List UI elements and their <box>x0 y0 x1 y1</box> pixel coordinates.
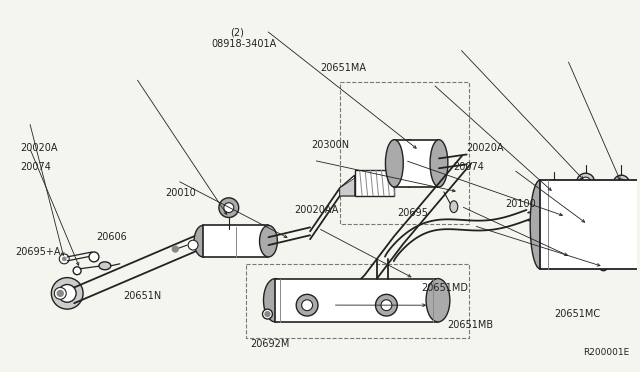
Ellipse shape <box>541 180 567 206</box>
Ellipse shape <box>600 263 607 271</box>
Ellipse shape <box>561 212 571 221</box>
Ellipse shape <box>450 201 458 212</box>
Ellipse shape <box>554 215 558 218</box>
Ellipse shape <box>430 140 448 187</box>
Bar <box>355 170 394 196</box>
Text: 20692M: 20692M <box>250 339 289 349</box>
Text: 08918-3401A: 08918-3401A <box>211 39 276 49</box>
Ellipse shape <box>385 140 403 187</box>
Text: 20020A: 20020A <box>466 142 504 153</box>
Ellipse shape <box>577 173 595 191</box>
Ellipse shape <box>530 180 550 269</box>
Bar <box>275 279 438 322</box>
Text: (2): (2) <box>230 28 244 38</box>
Text: 20651MD: 20651MD <box>422 283 468 293</box>
Ellipse shape <box>99 262 111 270</box>
Text: 20020A: 20020A <box>20 142 58 153</box>
Ellipse shape <box>400 140 418 187</box>
Ellipse shape <box>194 225 212 257</box>
Ellipse shape <box>301 300 312 311</box>
Ellipse shape <box>426 279 450 322</box>
Text: 20651MA: 20651MA <box>320 63 366 73</box>
Ellipse shape <box>89 252 99 262</box>
Text: 20300N: 20300N <box>311 140 349 150</box>
Ellipse shape <box>618 179 625 187</box>
Ellipse shape <box>551 212 561 221</box>
Ellipse shape <box>613 175 629 191</box>
Text: 20020AA: 20020AA <box>294 205 339 215</box>
Text: 20100: 20100 <box>505 199 536 209</box>
Ellipse shape <box>616 260 627 268</box>
Text: 20074: 20074 <box>20 162 51 172</box>
Ellipse shape <box>73 267 81 275</box>
Ellipse shape <box>593 252 602 262</box>
Polygon shape <box>340 178 355 196</box>
Ellipse shape <box>260 225 277 257</box>
Polygon shape <box>546 202 556 219</box>
Ellipse shape <box>51 278 83 309</box>
Text: R200001E: R200001E <box>583 349 629 357</box>
Ellipse shape <box>547 186 561 200</box>
Text: 20651N: 20651N <box>124 291 161 301</box>
Ellipse shape <box>265 312 270 317</box>
Ellipse shape <box>580 177 591 187</box>
Ellipse shape <box>563 252 573 262</box>
Ellipse shape <box>54 288 66 299</box>
Ellipse shape <box>188 240 198 250</box>
Ellipse shape <box>62 257 66 261</box>
Text: 20074: 20074 <box>453 162 484 172</box>
Ellipse shape <box>376 294 397 316</box>
Ellipse shape <box>566 255 570 259</box>
Text: 20651MC: 20651MC <box>555 308 601 318</box>
Ellipse shape <box>219 198 239 218</box>
Polygon shape <box>340 175 355 196</box>
Bar <box>394 140 439 187</box>
Text: 20695: 20695 <box>397 208 428 218</box>
Ellipse shape <box>58 291 63 296</box>
Bar <box>540 180 640 269</box>
Ellipse shape <box>172 246 179 252</box>
Text: 20010: 20010 <box>165 187 196 198</box>
Text: 20695+A: 20695+A <box>15 247 61 257</box>
Ellipse shape <box>58 291 62 295</box>
Bar <box>203 225 268 257</box>
Text: 20651MB: 20651MB <box>447 320 493 330</box>
Ellipse shape <box>381 300 392 311</box>
Ellipse shape <box>224 203 234 212</box>
Ellipse shape <box>58 285 76 302</box>
Ellipse shape <box>296 294 318 316</box>
Ellipse shape <box>264 279 287 322</box>
Text: 20606: 20606 <box>97 231 127 241</box>
Ellipse shape <box>262 309 273 319</box>
Ellipse shape <box>60 254 69 264</box>
